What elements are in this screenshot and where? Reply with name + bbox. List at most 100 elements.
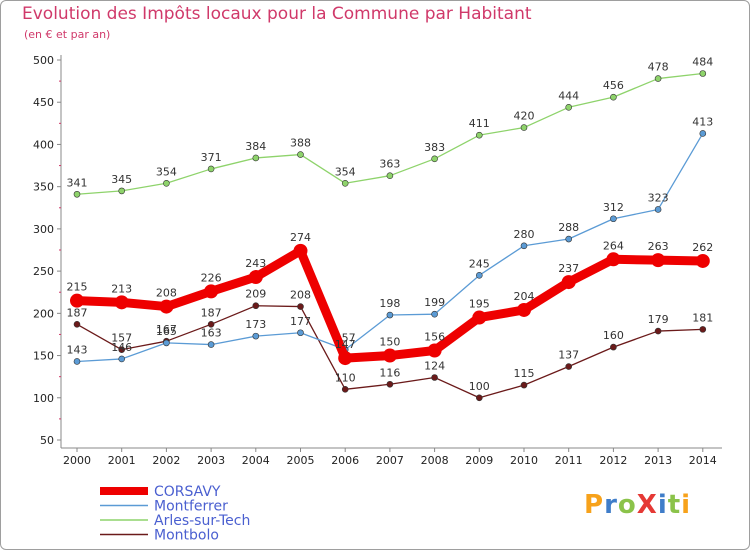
x-tick-label: 2004 xyxy=(242,454,270,467)
data-point xyxy=(520,381,528,389)
data-point xyxy=(73,321,81,328)
data-label: 198 xyxy=(379,297,400,310)
data-label: 243 xyxy=(245,257,266,270)
data-point xyxy=(248,270,263,285)
data-point xyxy=(252,302,260,310)
data-label: 163 xyxy=(201,327,222,340)
data-point xyxy=(606,252,621,267)
data-point xyxy=(654,327,662,335)
logo-letter: t xyxy=(667,490,682,520)
data-point xyxy=(565,235,573,243)
x-tick-label: 2014 xyxy=(689,454,717,467)
data-point xyxy=(431,374,438,381)
data-label: 345 xyxy=(111,173,132,186)
series-montferrer: 143 146 165 163 173 177 157 198 199 245 280 288 312 3… xyxy=(67,115,713,365)
legend-label-corsavy: CORSAVY xyxy=(154,484,221,500)
proxiti-logo: ProXiti xyxy=(584,490,691,520)
data-label: 215 xyxy=(67,281,88,294)
data-point xyxy=(70,293,84,308)
x-tick-label: 2006 xyxy=(331,454,359,467)
data-label: 147 xyxy=(335,338,356,351)
data-point xyxy=(386,172,394,179)
data-label: 208 xyxy=(156,287,177,300)
data-label: 323 xyxy=(648,191,669,204)
series-arles-sur-tech: 341 345 354 371 384 388 354 363 383 411 420 444 456 4… xyxy=(67,56,713,198)
data-point xyxy=(699,130,707,137)
data-label: 226 xyxy=(201,271,222,284)
data-point xyxy=(431,310,438,318)
data-label: 280 xyxy=(514,228,535,241)
x-tick-label: 2003 xyxy=(197,454,225,467)
data-point xyxy=(73,358,81,365)
data-label: 288 xyxy=(558,221,579,234)
data-label: 478 xyxy=(648,61,669,74)
x-tick-label: 2002 xyxy=(152,454,180,467)
x-tick-label: 2011 xyxy=(555,454,583,467)
data-label: 341 xyxy=(67,176,88,189)
data-label: 143 xyxy=(67,343,88,356)
data-point xyxy=(297,329,304,337)
data-point xyxy=(565,363,573,370)
x-tick-label: 2000 xyxy=(63,454,91,467)
logo-letter: P xyxy=(584,490,605,520)
data-label: 444 xyxy=(558,89,579,102)
data-point xyxy=(651,253,666,268)
data-label: 181 xyxy=(692,311,713,324)
data-label: 456 xyxy=(603,79,624,92)
data-label: 179 xyxy=(648,313,669,326)
data-point xyxy=(699,70,707,77)
x-tick-label: 2012 xyxy=(599,454,627,467)
data-label: 204 xyxy=(514,290,535,303)
data-label: 354 xyxy=(335,165,356,178)
data-point xyxy=(654,75,662,82)
data-point xyxy=(341,386,349,393)
data-label: 160 xyxy=(603,329,624,342)
y-tick-label: 200 xyxy=(33,307,54,320)
data-point xyxy=(293,243,308,258)
series-corsavy: 215 213 208 226 243 274 147 150 156 195 204 237 264 2… xyxy=(67,231,713,366)
logo-letter: r xyxy=(604,490,618,520)
data-point xyxy=(386,311,394,319)
data-label: 146 xyxy=(111,341,132,354)
data-label: 208 xyxy=(290,289,311,302)
data-point xyxy=(163,179,170,187)
data-label: 150 xyxy=(379,336,400,349)
data-label: 388 xyxy=(290,137,311,150)
data-point xyxy=(382,348,397,363)
data-label: 187 xyxy=(67,306,88,319)
data-label: 384 xyxy=(245,140,266,153)
data-point xyxy=(699,326,707,333)
chart-title: Evolution des Impôts locaux pour la Comm… xyxy=(22,4,532,24)
data-label: 156 xyxy=(424,330,445,343)
data-label: 413 xyxy=(692,115,713,128)
data-point xyxy=(561,275,576,290)
data-label: 371 xyxy=(201,151,222,164)
data-label: 484 xyxy=(692,56,713,69)
data-label: 262 xyxy=(692,241,713,254)
data-point xyxy=(118,355,125,363)
x-tick-label: 2007 xyxy=(376,454,404,467)
y-tick-label: 350 xyxy=(33,181,54,194)
y-tick-label: 300 xyxy=(33,223,54,236)
data-label: 411 xyxy=(469,117,490,130)
data-label: 165 xyxy=(156,325,177,338)
data-point xyxy=(520,124,528,131)
data-point xyxy=(114,295,129,310)
data-point xyxy=(252,332,260,340)
data-point xyxy=(73,190,81,198)
data-label: 167 xyxy=(156,323,177,336)
data-point xyxy=(517,302,531,317)
data-point xyxy=(297,303,304,310)
data-point xyxy=(610,93,617,101)
data-label: 124 xyxy=(424,360,445,373)
data-point xyxy=(163,339,170,347)
data-label: 110 xyxy=(335,371,356,384)
y-tick-label: 450 xyxy=(33,96,54,109)
data-label: 100 xyxy=(469,380,490,393)
y-tick-label: 400 xyxy=(33,138,54,151)
data-point xyxy=(520,242,528,250)
data-point xyxy=(475,272,483,279)
data-point xyxy=(341,179,349,187)
data-label: 187 xyxy=(201,306,222,319)
